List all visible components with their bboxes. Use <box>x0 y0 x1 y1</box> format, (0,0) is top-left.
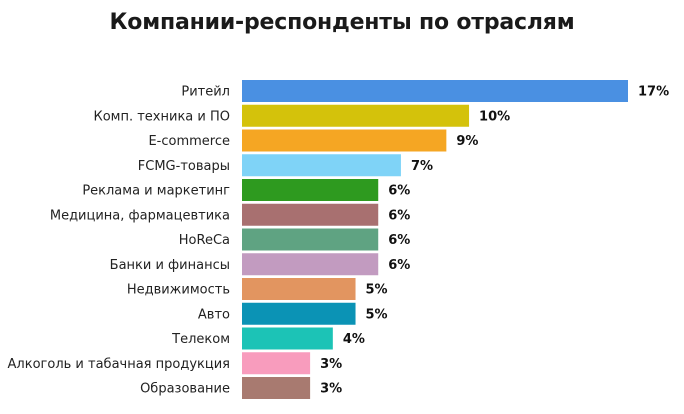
bar <box>242 104 470 127</box>
bar <box>242 80 628 102</box>
category-label: Телеком <box>171 332 230 347</box>
bar <box>242 129 447 152</box>
value-label: 5% <box>366 307 388 322</box>
value-label: 10% <box>479 109 510 124</box>
bar <box>242 154 401 177</box>
value-label: 3% <box>320 357 342 372</box>
bar <box>242 327 333 350</box>
category-label: E-commerce <box>148 134 230 149</box>
bar <box>242 203 379 226</box>
chart-title: Компании-респонденты по отраслям <box>109 10 575 35</box>
category-label: Реклама и маркетинг <box>82 184 230 199</box>
category-label: Авто <box>198 307 230 322</box>
value-label: 6% <box>388 233 410 248</box>
bar <box>242 278 356 300</box>
category-label: Ритейл <box>181 85 230 100</box>
value-label: 4% <box>343 332 365 347</box>
bar <box>242 302 356 325</box>
bar <box>242 377 311 399</box>
value-label: 9% <box>456 134 478 149</box>
bar <box>242 179 379 201</box>
category-label: FCMG-товары <box>138 159 230 174</box>
category-label: HoReCa <box>179 233 230 248</box>
bar <box>242 253 379 276</box>
bar <box>242 228 379 251</box>
bar <box>242 352 311 375</box>
value-label: 7% <box>411 159 433 174</box>
value-label: 17% <box>638 85 669 100</box>
value-label: 6% <box>388 208 410 223</box>
category-label: Медицина, фармацевтика <box>50 208 230 223</box>
value-label: 3% <box>320 382 342 397</box>
category-label: Образование <box>140 382 230 397</box>
category-label: Алкоголь и табачная продукция <box>8 357 230 372</box>
category-label: Комп. техника и ПО <box>93 109 230 124</box>
value-label: 6% <box>388 258 410 273</box>
value-label: 6% <box>388 184 410 199</box>
category-label: Недвижимость <box>127 283 230 298</box>
value-label: 5% <box>366 283 388 298</box>
category-label: Банки и финансы <box>110 258 230 273</box>
